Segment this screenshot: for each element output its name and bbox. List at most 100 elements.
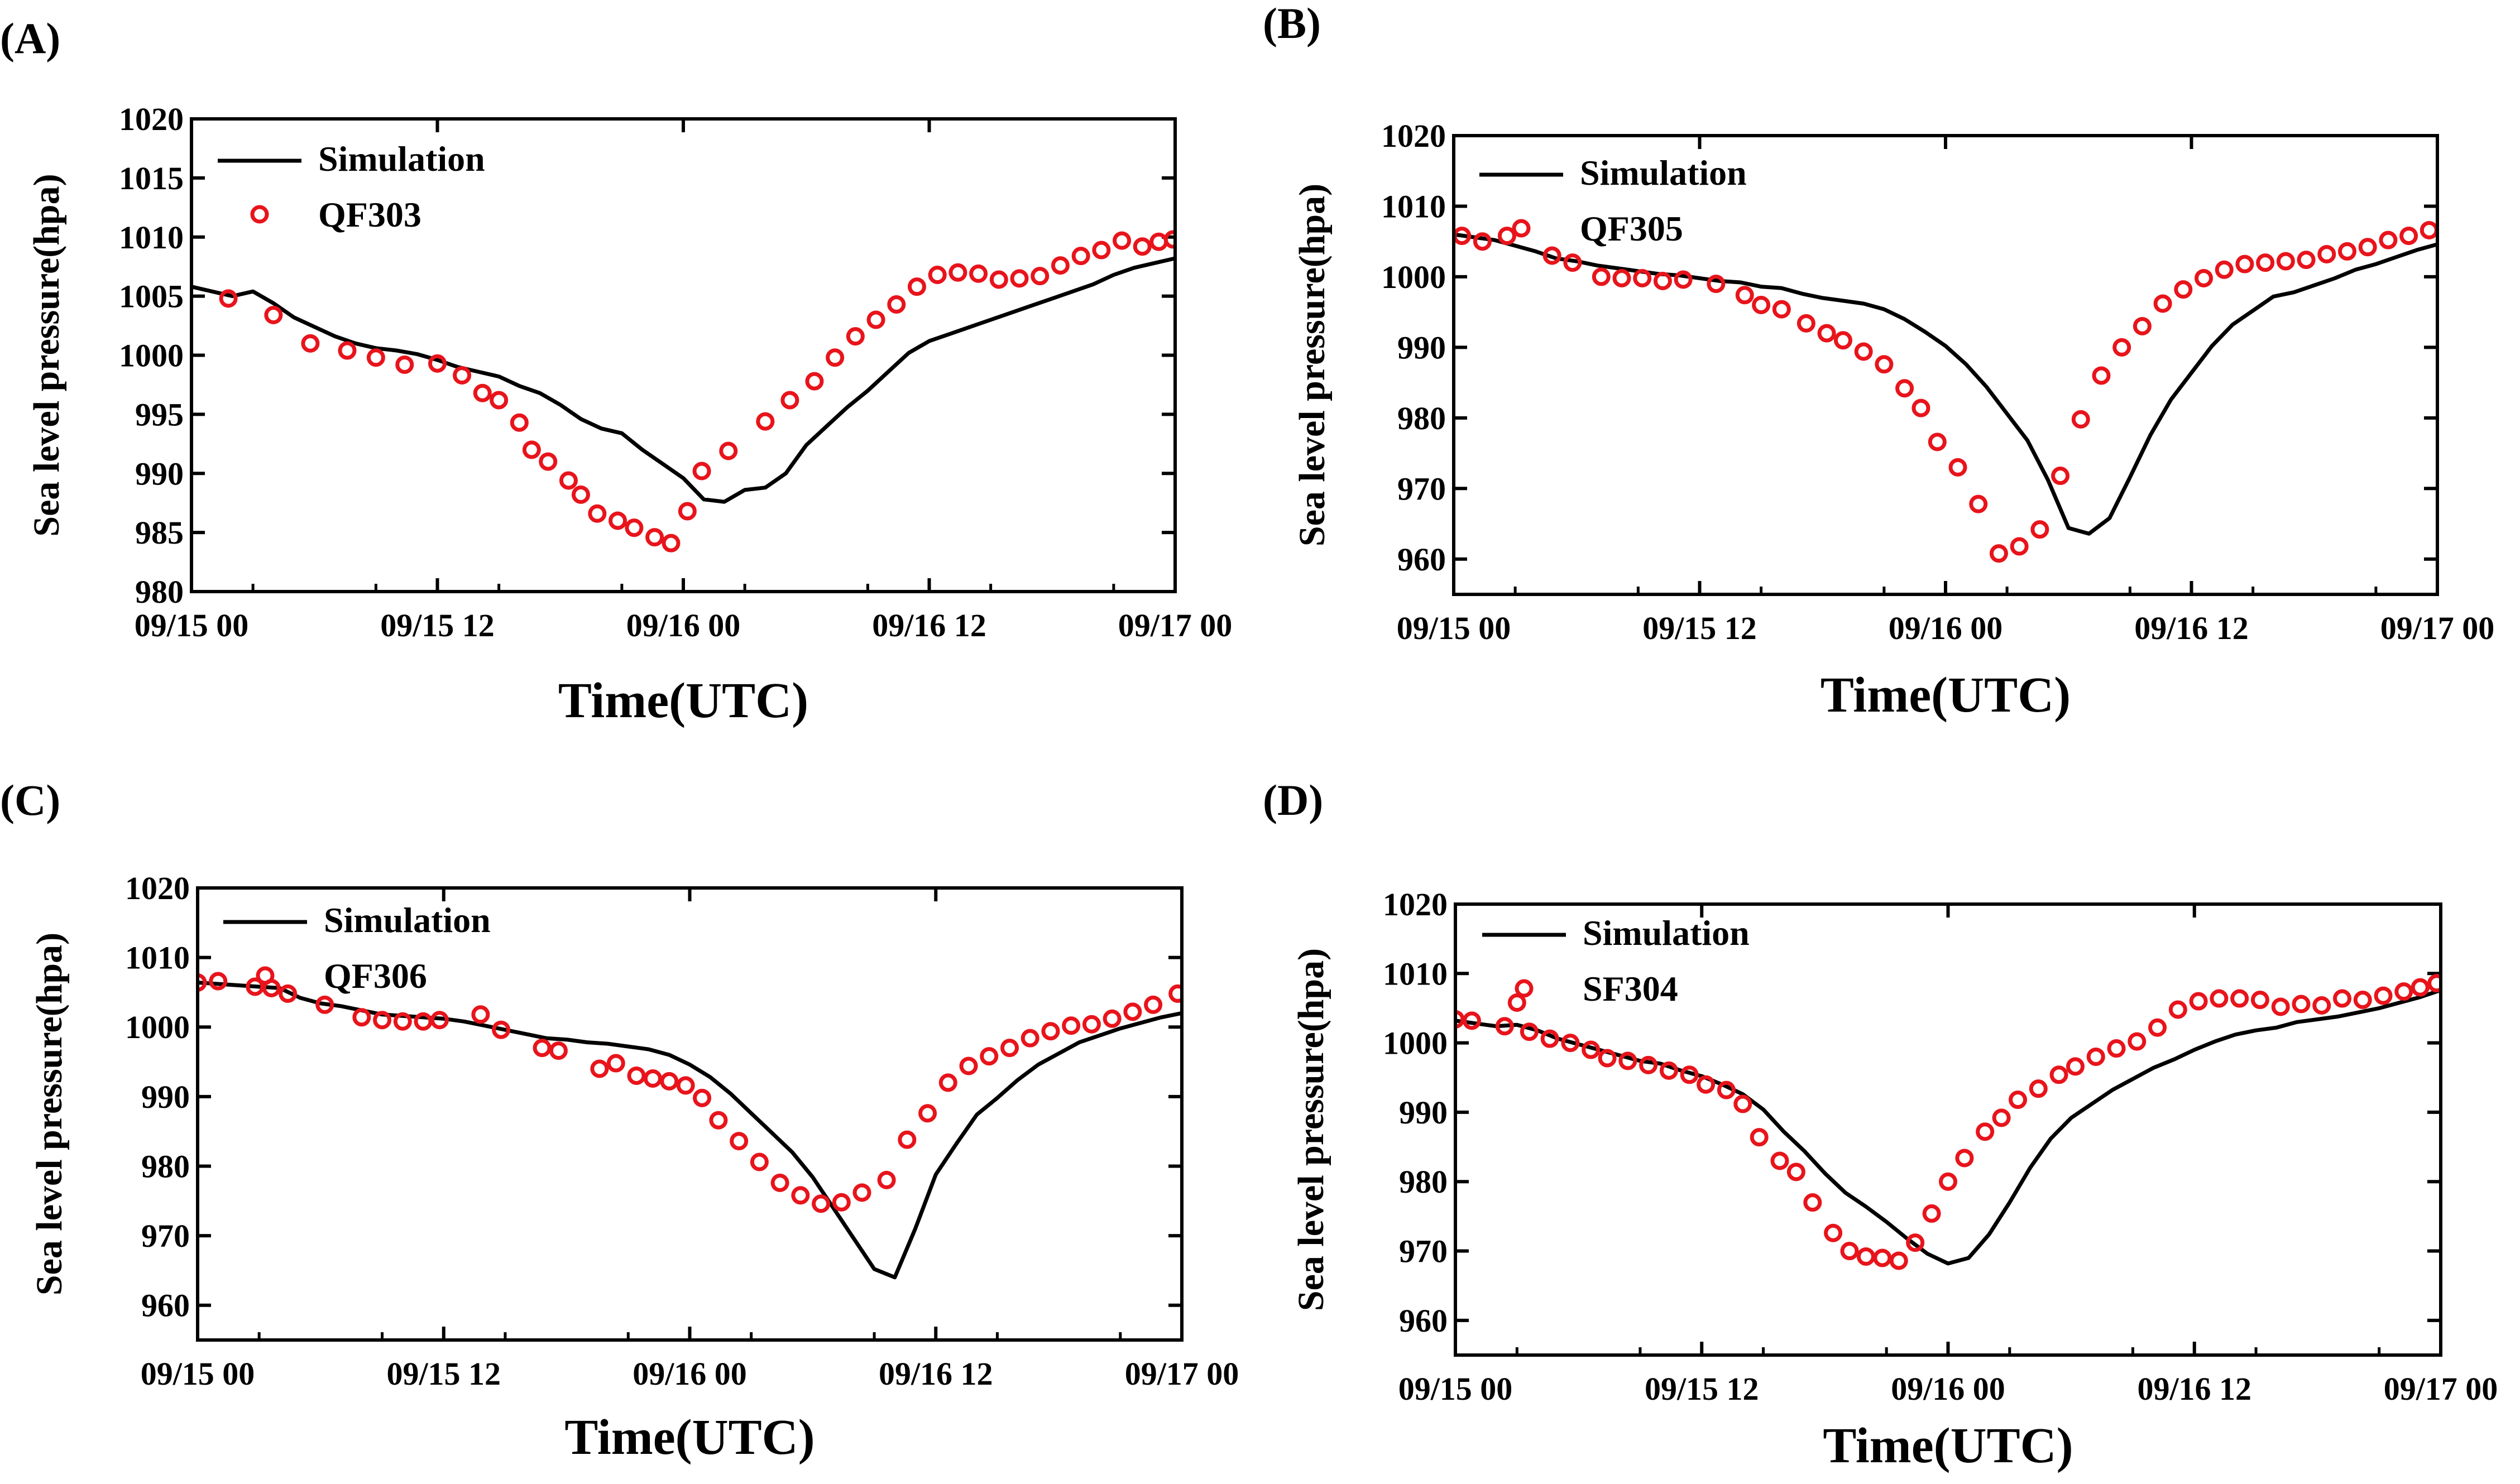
observation-point bbox=[2276, 252, 2295, 271]
y-tick-label: 1020 bbox=[1381, 118, 1446, 154]
y-tick-label: 1000 bbox=[1383, 1025, 1448, 1062]
plot-frame bbox=[1452, 134, 2439, 596]
observation-point bbox=[2112, 338, 2131, 357]
observation-point bbox=[1639, 1055, 1658, 1074]
observation-point bbox=[549, 1041, 568, 1060]
observation-point bbox=[2086, 1047, 2105, 1066]
observation-point bbox=[660, 1072, 679, 1091]
legend-entry: Simulation bbox=[324, 900, 491, 940]
observation-point bbox=[1520, 1022, 1539, 1041]
data-layer bbox=[1457, 974, 2439, 1270]
observation-point bbox=[1922, 1204, 1941, 1223]
observation-point bbox=[1875, 355, 1894, 374]
observation-point bbox=[1817, 324, 1836, 343]
y-tick-label: 980 bbox=[1399, 1164, 1448, 1200]
observation-point bbox=[395, 355, 414, 374]
x-tick-label: 09/16 00 bbox=[633, 1356, 747, 1392]
x-axis-title: Time(UTC) bbox=[1823, 1418, 2073, 1473]
observation-point bbox=[2010, 537, 2029, 556]
observation-point bbox=[1598, 1049, 1617, 1068]
observation-point bbox=[1948, 458, 1967, 477]
legend: Simulation QF303 bbox=[218, 139, 485, 234]
chart-panel: (A) 09/15 00 09/15 12 09/16 00 09/16 12 09/17… bbox=[0, 14, 1232, 728]
y-axis-title: Sea level pressure(hpa) bbox=[29, 933, 70, 1295]
observation-point bbox=[1840, 1242, 1859, 1261]
observation-point bbox=[1082, 1015, 1101, 1034]
observation-point bbox=[1659, 1061, 1678, 1080]
x-tick-label: 09/17 00 bbox=[1125, 1356, 1239, 1392]
observation-point bbox=[1000, 1039, 1019, 1058]
x-tick-label: 09/16 12 bbox=[2134, 610, 2249, 646]
observation-point bbox=[866, 310, 885, 329]
observation-point bbox=[1473, 232, 1492, 251]
observation-point bbox=[2168, 1000, 2187, 1019]
y-tick-label: 970 bbox=[1397, 470, 1446, 507]
observation-point bbox=[2399, 227, 2418, 246]
observation-point bbox=[1462, 1011, 1481, 1030]
y-tick-label: 1000 bbox=[1381, 259, 1446, 295]
observation-point bbox=[1750, 1128, 1769, 1147]
legend-entry: QF305 bbox=[1580, 209, 1683, 248]
legend-marker-swatch bbox=[1515, 979, 1534, 998]
observation-point bbox=[1563, 253, 1582, 272]
observation-point bbox=[559, 471, 578, 490]
observation-point bbox=[969, 264, 988, 283]
observation-point bbox=[2271, 997, 2290, 1016]
observation-point bbox=[1149, 232, 1168, 251]
observation-point bbox=[373, 1011, 392, 1030]
y-tick-label: 1020 bbox=[1383, 886, 1448, 923]
chart-panel: (C) 09/15 00 09/15 12 09/16 00 09/16 12 09/17… bbox=[0, 776, 1239, 1465]
data-layer bbox=[1455, 220, 2436, 563]
x-tick-label: 09/15 00 bbox=[135, 607, 249, 643]
observation-point bbox=[590, 1059, 609, 1078]
observation-point bbox=[1633, 268, 1652, 287]
observation-point bbox=[898, 1130, 917, 1149]
observation-point bbox=[730, 1132, 749, 1151]
x-axis-title: Time(UTC) bbox=[564, 1410, 815, 1465]
observation-point bbox=[1071, 247, 1090, 266]
x-tick-label: 09/16 12 bbox=[2137, 1371, 2251, 1407]
data-layer bbox=[199, 972, 1180, 1280]
observation-point bbox=[756, 412, 775, 431]
y-tick-label: 960 bbox=[1397, 541, 1446, 578]
observation-point bbox=[928, 266, 947, 285]
y-axis-title: Sea level pressure(hpa) bbox=[1292, 184, 1333, 546]
observation-point bbox=[2394, 982, 2413, 1001]
observation-point bbox=[246, 977, 265, 996]
observation-point bbox=[2230, 989, 2249, 1008]
x-tick-label: 09/17 00 bbox=[2380, 610, 2495, 646]
chart-panel: (B) 09/15 00 09/15 12 09/16 00 09/16 12 09/17… bbox=[1263, 0, 2494, 723]
observation-point bbox=[414, 1012, 433, 1031]
observation-point bbox=[1796, 314, 1815, 333]
observation-point bbox=[770, 1173, 789, 1192]
observation-point bbox=[1455, 227, 1472, 246]
observation-point bbox=[1457, 1010, 1465, 1029]
y-tick-label: 1020 bbox=[125, 870, 190, 906]
observation-point bbox=[1092, 241, 1111, 260]
observation-point bbox=[1824, 1223, 1843, 1242]
observation-point bbox=[1680, 1065, 1699, 1084]
observation-point bbox=[2427, 974, 2439, 993]
observation-point bbox=[625, 518, 644, 537]
observation-point bbox=[1752, 296, 1771, 315]
observation-point bbox=[1618, 1051, 1637, 1070]
observation-point bbox=[1770, 1151, 1789, 1170]
x-tick-label: 09/15 00 bbox=[141, 1356, 255, 1392]
observation-point bbox=[692, 462, 711, 481]
observation-point bbox=[2174, 280, 2193, 299]
observation-point bbox=[1772, 300, 1791, 319]
observation-point bbox=[510, 413, 529, 432]
observation-point bbox=[826, 348, 845, 367]
legend-entry: Simulation bbox=[1580, 153, 1747, 193]
y-tick-label: 1010 bbox=[1381, 188, 1446, 224]
observation-point bbox=[1123, 1002, 1142, 1021]
x-tick-label: 09/16 00 bbox=[1891, 1371, 2005, 1407]
observation-point bbox=[662, 534, 681, 553]
y-tick-label: 990 bbox=[1397, 329, 1446, 366]
observation-point bbox=[805, 372, 824, 391]
observation-point bbox=[1992, 1108, 2011, 1127]
observation-point bbox=[2210, 989, 2229, 1008]
panel-label: (D) bbox=[1263, 776, 1323, 824]
x-tick-label: 09/15 00 bbox=[1397, 610, 1511, 646]
observation-point bbox=[2353, 991, 2372, 1010]
